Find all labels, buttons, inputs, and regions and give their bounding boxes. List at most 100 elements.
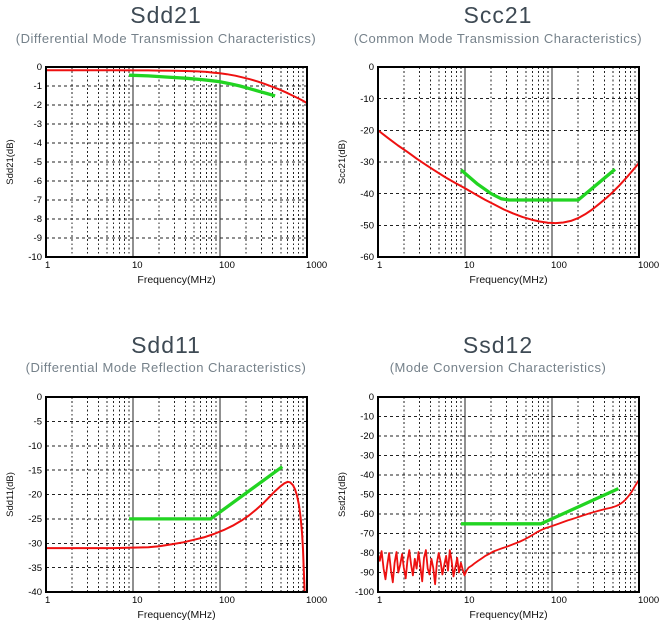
x-tick-labels: 1 10 100 1000 [45,595,327,606]
svg-text:-5: -5 [34,417,42,428]
x-tick-labels: 1 10 100 1000 [377,595,659,606]
chart-title: Sdd11 [131,332,201,358]
chart-title: Ssd12 [462,332,534,358]
series [46,69,307,104]
svg-text:-8: -8 [34,214,42,225]
plot-svg: 0 -5 -10 -15 -20 -25 -30 -35 -401 10 100 1000 Freque… [5,392,327,621]
chart-title: Sdd21 [130,2,202,28]
grid [46,67,307,257]
chart-block-scc21: Scc21 (Common Mode Transmission Characte… [332,0,664,300]
svg-text:0: 0 [37,62,42,73]
svg-text:100: 100 [219,260,235,271]
chart-plot-ssd12: 0 -10 -20 -30 -40 -50 -60 -70 -80 -90 -100 1 10 100 10… [332,385,664,622]
svg-text:-2: -2 [34,100,42,111]
series [378,479,639,586]
y-axis-label: Sdd11(dB) [5,472,16,517]
svg-text:0: 0 [37,392,42,403]
x-axis-label: Frequency(MHz) [137,274,215,286]
svg-text:-4: -4 [34,138,42,149]
plot-frame [377,396,640,593]
svg-text:0: 0 [369,62,374,73]
chart-subtitle: (Mode Conversion Characteristics) [389,360,607,375]
x-axis-label: Frequency(MHz) [469,274,547,286]
y-tick-labels: 0 -10 -20 -30 -40 -50 -60 [360,62,374,263]
svg-text:-10: -10 [360,412,374,423]
measured-curve [378,129,639,225]
grid [378,67,639,257]
chart-block-sdd11: Sdd11 (Differential Mode Reflection Char… [0,320,332,622]
plot-svg: 0 -10 -20 -30 -40 -50 -601 10 100 1000 Frequency(M… [337,62,659,286]
svg-text:1: 1 [377,260,382,271]
chart-plot-scc21: 0 -10 -20 -30 -40 -50 -60 1 10 100 1000 Frequency(M… [332,55,664,300]
svg-text:10: 10 [464,595,475,606]
svg-text:-40: -40 [360,470,374,481]
y-tick-labels: 0 -5 -10 -15 -20 -25 -30 -35 -40 [28,392,42,598]
svg-text:-20: -20 [360,126,374,137]
svg-text:10: 10 [132,260,143,271]
x-axis-label: Frequency(MHz) [469,609,547,621]
limit-curve [129,465,284,521]
svg-text:-50: -50 [360,221,374,232]
svg-text:1: 1 [45,260,50,271]
svg-text:1000: 1000 [306,260,327,271]
y-axis-label: Ssd21(dB) [337,472,348,517]
series [46,465,306,592]
chart-subtitle: (Common Mode Transmission Characteristic… [353,31,643,46]
svg-text:1000: 1000 [638,595,659,606]
svg-text:-10: -10 [360,94,374,105]
svg-text:-10: -10 [28,441,42,452]
limit-curve [459,168,617,202]
svg-text:-5: -5 [34,157,42,168]
x-tick-labels: 1 10 100 1000 [45,260,327,271]
measured-curve [46,69,307,104]
svg-text:-20: -20 [360,431,374,442]
svg-text:-35: -35 [28,563,42,574]
svg-text:-30: -30 [360,451,374,462]
svg-text:0: 0 [369,392,374,403]
chart-subtitle: (Differential Mode Transmission Characte… [15,31,317,46]
svg-text:-70: -70 [360,529,374,540]
svg-text:-1: -1 [34,81,42,92]
plot-frame [45,396,308,593]
plot-frame [377,66,640,258]
svg-text:-30: -30 [28,538,42,549]
plot-frame [45,66,308,258]
chart-title: Scc21 [463,2,533,28]
svg-text:-90: -90 [360,568,374,579]
svg-text:-25: -25 [28,514,42,525]
chart-subtitle: (Differential Mode Reflection Characteri… [25,360,307,375]
svg-text:-30: -30 [360,157,374,168]
svg-text:-6: -6 [34,176,42,187]
y-tick-labels: 0 -10 -20 -30 -40 -50 -60 -70 -80 -90 -100 [355,392,374,598]
svg-text:-15: -15 [28,465,42,476]
plot-svg: 0 -1 -2 -3 -4 -5 -6 -7 -8 -9 -101 10 100 1000 Frequenc… [5,62,327,286]
svg-text:-40: -40 [28,587,42,598]
grid [46,397,307,592]
svg-text:-9: -9 [34,233,42,244]
limit-curve [461,487,620,526]
measured-curve [46,480,306,592]
svg-text:-20: -20 [28,490,42,501]
measured-curve [378,479,639,586]
svg-text:100: 100 [219,595,235,606]
svg-text:10: 10 [464,260,475,271]
svg-text:-50: -50 [360,490,374,501]
svg-text:1: 1 [45,595,50,606]
x-tick-labels: 1 10 100 1000 [377,260,659,271]
limit-curve [128,73,276,98]
svg-text:-80: -80 [360,548,374,559]
svg-text:1000: 1000 [306,595,327,606]
svg-text:10: 10 [132,595,143,606]
chart-block-sdd21: Sdd21 (Differential Mode Transmission Ch… [0,0,332,300]
svg-text:1000: 1000 [638,260,659,271]
x-axis-label: Frequency(MHz) [137,609,215,621]
svg-text:-3: -3 [34,119,42,130]
chart-plot-sdd21: 0 -1 -2 -3 -4 -5 -6 -7 -8 -9 -10 1 10 100 1000 Frequenc… [0,55,332,300]
svg-text:-60: -60 [360,509,374,520]
chart-plot-sdd11: 0 -5 -10 -15 -20 -25 -30 -35 -40 1 10 100 1000 Freque… [0,385,332,622]
y-axis-label: Sdd21(dB) [5,139,16,184]
svg-text:100: 100 [551,595,567,606]
svg-text:-100: -100 [355,587,374,598]
